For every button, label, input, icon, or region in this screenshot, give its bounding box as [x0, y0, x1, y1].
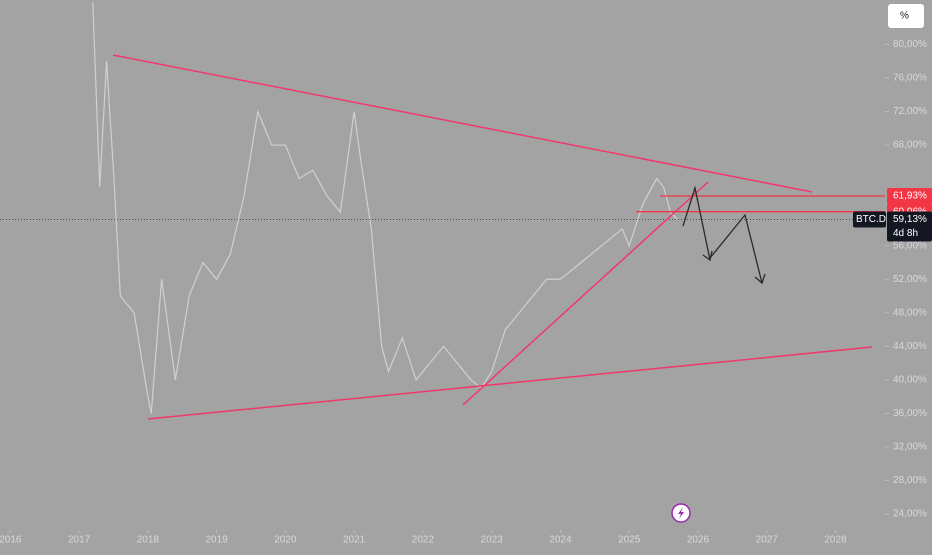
arrow-path — [709, 213, 763, 284]
x-tick-label: 2016 — [0, 535, 22, 546]
x-tick-label: 2025 — [618, 535, 641, 546]
level-label: 59,13% — [893, 214, 927, 225]
plot — [0, 2, 885, 414]
y-tick-label: 68,00% — [893, 140, 927, 151]
event-icon-bolt — [678, 507, 684, 519]
x-tick-label: 2023 — [481, 535, 504, 546]
scale-button[interactable] — [888, 4, 924, 28]
y-tick-label: 48,00% — [893, 307, 927, 318]
arrow-head — [702, 250, 713, 262]
level-label: 61,93% — [893, 191, 927, 202]
x-tick-label: 2024 — [549, 535, 572, 546]
x-tick-label: 2028 — [824, 535, 847, 546]
x-tick-label: 2022 — [412, 535, 435, 546]
x-tick-label: 2018 — [137, 535, 160, 546]
y-tick-label: 72,00% — [893, 106, 927, 117]
arrow-head — [754, 273, 766, 285]
y-tick-label: 76,00% — [893, 73, 927, 84]
symbol-box — [853, 211, 886, 228]
symbol-label: BTC.D — [856, 214, 886, 225]
level-label-box — [887, 187, 932, 204]
drawings — [112, 54, 873, 420]
y-tick-label: 24,00% — [893, 509, 927, 520]
x-tick-label: 2019 — [205, 535, 228, 546]
trend-line — [147, 346, 873, 420]
x-tick-label: 2020 — [274, 535, 297, 546]
arrow-path — [682, 185, 711, 261]
y-tick-label: 80,00% — [893, 39, 927, 50]
trend-line — [462, 181, 709, 406]
y-tick-label: 52,00% — [893, 274, 927, 285]
y-tick-label: 40,00% — [893, 375, 927, 386]
price-line — [92, 2, 678, 414]
trend-line — [112, 54, 813, 193]
x-tick-label: 2017 — [68, 535, 91, 546]
y-tick-label: 32,00% — [893, 442, 927, 453]
y-tick-label: 56,00% — [893, 240, 927, 251]
x-tick-label: 2021 — [343, 535, 366, 546]
level-label-box — [887, 211, 932, 242]
x-tick-label: 2026 — [687, 535, 710, 546]
y-tick-label: 28,00% — [893, 475, 927, 486]
x-tick-label: 2027 — [756, 535, 779, 546]
arrows — [682, 185, 766, 285]
scale-button-label[interactable]: % — [900, 11, 909, 22]
y-tick-label: 44,00% — [893, 341, 927, 352]
countdown-label: 4d 8h — [893, 228, 918, 239]
y-tick-label: 36,00% — [893, 408, 927, 419]
